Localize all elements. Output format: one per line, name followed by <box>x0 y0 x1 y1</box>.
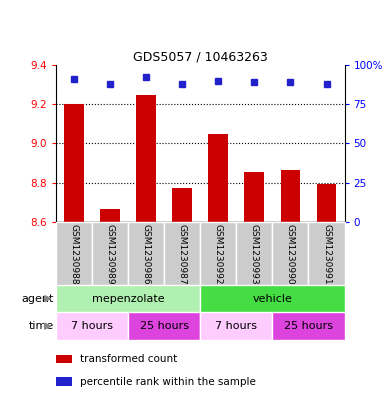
Text: GSM1230987: GSM1230987 <box>177 224 187 285</box>
Bar <box>281 170 300 222</box>
Bar <box>172 187 192 222</box>
Bar <box>208 134 228 222</box>
Bar <box>244 172 264 222</box>
Text: GSM1230989: GSM1230989 <box>105 224 114 285</box>
Text: mepenzolate: mepenzolate <box>92 294 164 304</box>
Text: 25 hours: 25 hours <box>284 321 333 331</box>
Text: vehicle: vehicle <box>253 294 292 304</box>
Bar <box>128 222 164 285</box>
Bar <box>56 222 92 285</box>
Bar <box>56 285 200 312</box>
Text: 25 hours: 25 hours <box>140 321 189 331</box>
Bar <box>164 222 200 285</box>
Bar <box>128 312 200 340</box>
Bar <box>100 209 120 222</box>
Bar <box>92 222 128 285</box>
Bar <box>56 377 72 386</box>
Title: GDS5057 / 10463263: GDS5057 / 10463263 <box>133 51 268 64</box>
Bar <box>200 222 236 285</box>
Text: time: time <box>28 321 54 331</box>
Bar <box>56 355 72 363</box>
Text: GSM1230993: GSM1230993 <box>250 224 259 285</box>
Text: percentile rank within the sample: percentile rank within the sample <box>80 377 256 387</box>
Text: GSM1230986: GSM1230986 <box>142 224 151 285</box>
Bar <box>136 95 156 222</box>
Bar <box>308 222 345 285</box>
Text: agent: agent <box>22 294 54 304</box>
Text: GSM1230991: GSM1230991 <box>322 224 331 285</box>
Bar <box>316 184 336 222</box>
Bar <box>273 222 308 285</box>
Text: 7 hours: 7 hours <box>71 321 113 331</box>
Bar <box>273 312 345 340</box>
Bar <box>56 312 128 340</box>
Text: 7 hours: 7 hours <box>215 321 257 331</box>
Bar <box>200 312 273 340</box>
Text: GSM1230990: GSM1230990 <box>286 224 295 285</box>
Text: GSM1230988: GSM1230988 <box>69 224 79 285</box>
Bar <box>236 222 273 285</box>
Bar <box>64 104 84 222</box>
Bar <box>200 285 345 312</box>
Text: transformed count: transformed count <box>80 354 177 364</box>
Text: GSM1230992: GSM1230992 <box>214 224 223 285</box>
